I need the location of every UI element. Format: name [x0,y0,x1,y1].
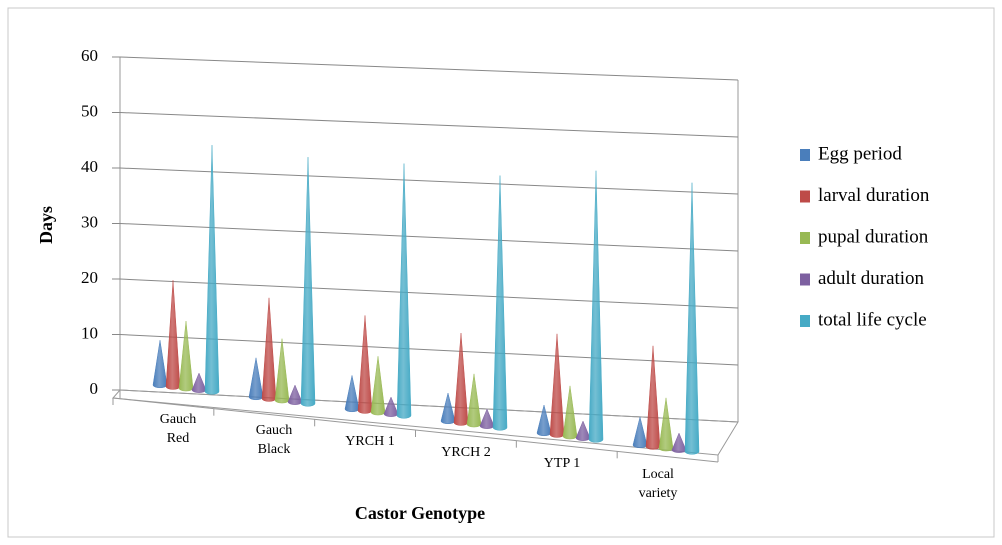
cone [536,404,552,437]
x-tick-label: YTP 1 [543,456,581,471]
cone [152,340,168,389]
legend-label: larval duration [818,185,930,206]
cone [562,385,578,440]
x-tick-label: YRCH 1 [345,434,395,449]
grid-line [119,112,739,138]
legend-label: Egg period [818,143,902,164]
legend-label: adult duration [818,268,925,289]
cone [357,315,373,414]
cone [261,297,277,402]
x-axis-title: Castor Genotype [355,503,485,523]
y-tick-label: 30 [81,212,98,231]
cone [632,416,648,449]
x-tick-label: Gauch Black [255,423,293,457]
legend-swatch [800,190,810,203]
cone [204,145,220,395]
cone [479,408,495,429]
x-tick-label: Local variety [638,467,678,501]
x-tick-label: Gauch Red [159,412,197,446]
cone [300,157,316,407]
legend-swatch [800,315,810,327]
cone [492,175,508,431]
cone [191,372,207,393]
y-axis-title: Days [36,206,56,244]
legend-label: pupal duration [818,226,929,247]
cone [370,356,386,416]
x-tick-label: YRCH 2 [441,445,491,460]
legend-swatch [800,232,810,244]
y-tick-label: 50 [81,101,98,120]
grid-line [119,56,739,81]
y-tick-label: 0 [90,379,99,398]
cone [684,182,700,455]
cone [178,321,194,392]
cone [588,170,604,443]
legend-label: total life cycle [818,309,927,330]
cone [248,357,264,401]
grid-line [119,167,739,195]
y-tick-label: 60 [81,46,98,65]
cone [658,397,674,452]
cone [274,338,290,404]
grid-line [119,334,739,366]
cone [344,375,360,413]
grid-line [119,278,739,309]
cone [549,333,565,438]
grid-line [119,223,739,252]
cone [287,384,303,405]
y-tick-label: 20 [81,268,98,287]
cone [466,373,482,428]
legend-swatch [800,273,810,286]
cone [165,280,181,390]
cone [575,420,591,441]
cone [383,396,399,417]
frame [7,7,995,538]
cone [396,163,412,419]
y-tick-label: 10 [81,323,98,342]
cone [671,432,687,453]
cone [453,333,469,426]
y-tick-label: 40 [81,157,98,176]
cone [440,392,456,425]
legend-swatch [800,149,810,161]
